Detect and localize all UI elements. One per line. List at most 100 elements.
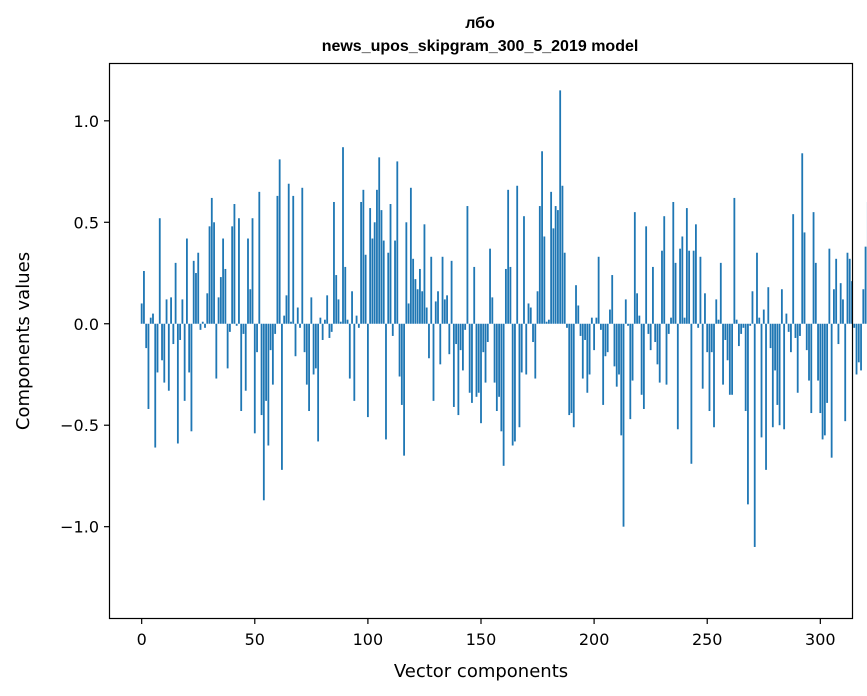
bar-component-2 xyxy=(145,323,148,349)
bar-component-139 xyxy=(455,323,458,345)
bar-component-87 xyxy=(337,299,340,324)
bar-component-96 xyxy=(357,323,360,328)
bar-component-137 xyxy=(450,260,453,324)
bar-component-217 xyxy=(631,323,634,381)
bar-component-22 xyxy=(190,323,193,432)
bar-component-195 xyxy=(581,323,584,379)
bar-component-183 xyxy=(554,206,557,324)
bar-component-26 xyxy=(199,323,202,330)
bar-component-43 xyxy=(238,218,240,324)
bar-component-202 xyxy=(597,256,600,324)
bar-component-128 xyxy=(430,256,433,324)
bar-component-312 xyxy=(846,252,849,324)
bar-component-315 xyxy=(853,323,856,328)
bar-component-49 xyxy=(251,218,254,324)
bar-component-63 xyxy=(283,315,286,324)
bar-component-268 xyxy=(747,323,749,505)
bar-component-62 xyxy=(281,323,283,470)
bar-component-245 xyxy=(695,224,697,324)
bar-component-278 xyxy=(769,323,772,349)
bar-component-98 xyxy=(362,189,365,324)
bar-component-57 xyxy=(269,323,272,351)
bar-component-317 xyxy=(857,323,860,363)
bar-component-247 xyxy=(699,256,702,324)
bar-component-243 xyxy=(690,323,693,464)
bar-component-24 xyxy=(195,273,197,324)
bar-component-37 xyxy=(224,268,227,324)
chart-title-line-1: лбо xyxy=(465,15,495,32)
bar-component-190 xyxy=(570,323,573,414)
bar-component-222 xyxy=(642,323,645,409)
bar-component-288 xyxy=(792,214,795,324)
bar-component-293 xyxy=(803,232,806,324)
bar-component-188 xyxy=(566,323,568,328)
bar-component-21 xyxy=(188,323,191,373)
bar-component-140 xyxy=(457,323,460,416)
bar-component-4 xyxy=(149,317,152,324)
bar-component-99 xyxy=(364,254,367,324)
bar-component-119 xyxy=(409,187,412,324)
bar-component-59 xyxy=(274,323,277,334)
bar-component-14 xyxy=(172,323,175,345)
bar-component-193 xyxy=(577,305,580,324)
bar-component-146 xyxy=(471,323,473,403)
bar-component-226 xyxy=(652,266,654,324)
bar-component-178 xyxy=(543,236,546,324)
ticks-group: 0 50 100 150 200 250 300 −1.0 −0.5 0.0 0.5 1.0 xyxy=(60,112,835,649)
bar-component-152 xyxy=(484,323,487,383)
bar-component-25 xyxy=(197,252,200,324)
bar-component-197 xyxy=(586,323,589,393)
bar-component-162 xyxy=(507,189,510,324)
bar-component-244 xyxy=(692,250,695,324)
bar-component-150 xyxy=(480,323,482,424)
plot-frame xyxy=(108,62,854,620)
bar-component-56 xyxy=(267,323,270,446)
bar-component-179 xyxy=(545,321,548,324)
bar-component-53 xyxy=(260,323,263,416)
bar-component-86 xyxy=(335,275,338,324)
bar-component-208 xyxy=(611,275,614,324)
bar-component-309 xyxy=(839,283,842,324)
bar-component-123 xyxy=(419,268,421,324)
bar-component-158 xyxy=(498,323,500,397)
bar-component-175 xyxy=(536,291,539,324)
bar-component-235 xyxy=(672,201,675,324)
bar-component-68 xyxy=(294,323,297,357)
bar-component-102 xyxy=(371,238,374,324)
bar-component-92 xyxy=(348,323,351,379)
bar-component-207 xyxy=(609,309,611,324)
y-tick-label: 0.5 xyxy=(74,213,99,232)
bar-component-35 xyxy=(219,277,222,324)
bar-component-23 xyxy=(192,260,195,324)
bar-component-69 xyxy=(296,307,299,324)
bar-component-192 xyxy=(575,285,577,324)
bar-component-215 xyxy=(627,323,629,326)
bar-component-214 xyxy=(624,299,627,324)
bar-component-230 xyxy=(661,250,663,324)
bar-component-282 xyxy=(778,323,781,426)
bar-component-147 xyxy=(473,266,476,324)
bar-component-311 xyxy=(844,323,847,422)
bar-component-111 xyxy=(391,323,394,336)
bar-component-27 xyxy=(201,321,204,324)
bar-component-148 xyxy=(475,323,478,397)
bar-component-105 xyxy=(378,157,381,324)
bar-component-160 xyxy=(502,323,505,466)
bar-component-17 xyxy=(179,323,182,340)
bar-component-9 xyxy=(161,323,163,361)
bar-component-1 xyxy=(143,270,145,324)
bar-component-216 xyxy=(629,323,632,420)
bar-component-76 xyxy=(312,323,315,375)
bar-component-93 xyxy=(351,291,353,324)
bar-component-294 xyxy=(805,323,808,351)
bar-component-166 xyxy=(516,185,519,324)
y-tick-label: −1.0 xyxy=(60,518,99,537)
bar-component-33 xyxy=(215,323,218,379)
bar-component-240 xyxy=(683,317,686,324)
bar-component-145 xyxy=(468,323,471,393)
bar-component-305 xyxy=(830,323,833,458)
bar-component-313 xyxy=(848,258,851,324)
bar-component-18 xyxy=(181,299,184,324)
bar-component-115 xyxy=(400,323,403,405)
